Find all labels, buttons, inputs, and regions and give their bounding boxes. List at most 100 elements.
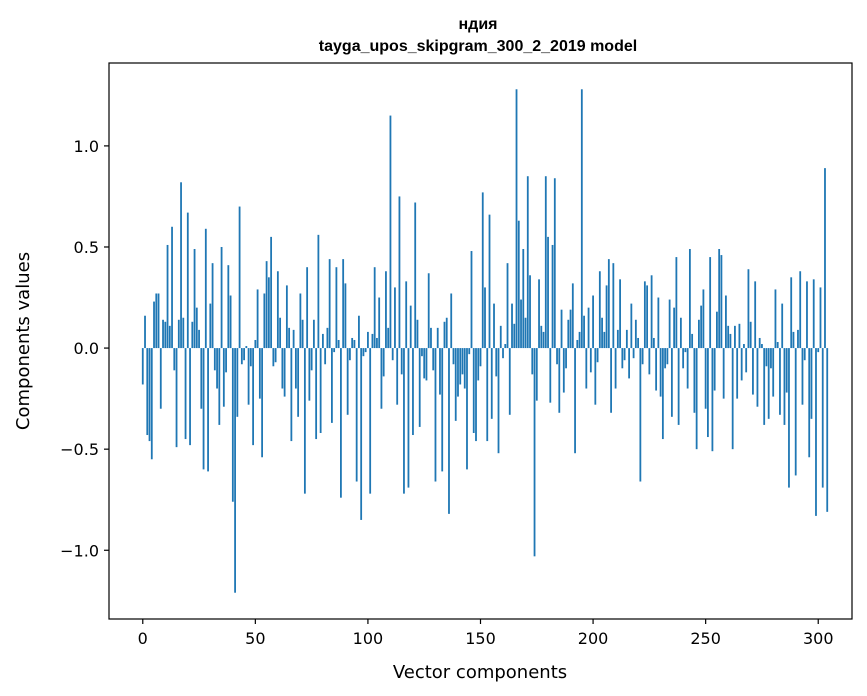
- bar: [495, 348, 498, 377]
- bar: [716, 311, 718, 349]
- bar: [418, 348, 421, 427]
- bar: [700, 305, 703, 349]
- bar: [385, 271, 387, 349]
- bar: [358, 315, 360, 349]
- bar: [234, 348, 236, 593]
- bar: [148, 348, 151, 442]
- bar: [254, 339, 257, 349]
- bar: [326, 327, 329, 349]
- bar: [569, 309, 572, 349]
- bar: [423, 348, 426, 379]
- bar: [153, 301, 155, 349]
- bar: [729, 333, 732, 349]
- bar: [792, 331, 795, 349]
- bar: [610, 348, 612, 413]
- bar: [245, 346, 248, 349]
- bar: [378, 297, 381, 349]
- bar: [150, 348, 153, 460]
- bar: [659, 348, 662, 397]
- bar: [652, 337, 655, 349]
- bar: [477, 348, 480, 381]
- bar: [421, 348, 423, 357]
- bar: [457, 348, 459, 397]
- bar: [661, 348, 664, 440]
- bar: [770, 348, 772, 369]
- bar: [362, 348, 365, 357]
- bar: [479, 348, 482, 367]
- y-tick-label: −0.5: [60, 440, 99, 459]
- bar: [702, 289, 705, 349]
- bar: [749, 321, 752, 349]
- bar: [493, 303, 495, 349]
- bar: [727, 325, 730, 349]
- bar: [394, 287, 396, 349]
- bar: [191, 321, 194, 349]
- bar: [308, 348, 311, 401]
- bar: [331, 348, 333, 423]
- bar: [754, 281, 757, 349]
- bar: [209, 303, 212, 349]
- x-axis-ticks: 0 50 100 150 200 250 300: [138, 619, 834, 648]
- bar: [707, 348, 709, 438]
- bar: [695, 348, 698, 450]
- bar: [267, 277, 270, 349]
- bar: [407, 348, 410, 488]
- bar: [301, 319, 304, 349]
- bar: [276, 271, 279, 349]
- bar: [306, 267, 309, 349]
- bar: [195, 307, 198, 349]
- bar: [513, 323, 516, 349]
- bar: [502, 348, 504, 359]
- bar: [353, 339, 356, 349]
- bar: [594, 348, 597, 405]
- bar: [758, 337, 761, 349]
- bar: [171, 226, 173, 349]
- bar: [412, 348, 414, 436]
- bar: [508, 348, 511, 415]
- bar: [258, 348, 261, 399]
- x-tick-label: 0: [138, 629, 148, 648]
- chart-title: ндия: [459, 16, 498, 33]
- bar: [263, 293, 266, 349]
- bar: [824, 168, 826, 349]
- bar: [585, 348, 588, 389]
- bar: [799, 271, 802, 349]
- bar: [531, 348, 534, 375]
- bar: [274, 348, 277, 363]
- bar: [535, 348, 538, 401]
- bar: [722, 348, 725, 399]
- bar: [711, 348, 714, 452]
- bar: [772, 348, 775, 397]
- bar: [655, 348, 658, 391]
- bar: [265, 261, 268, 349]
- bar: [522, 249, 525, 349]
- bar: [583, 315, 585, 349]
- bar: [391, 348, 394, 361]
- bar: [162, 319, 164, 349]
- bar: [452, 348, 455, 365]
- bar: [740, 348, 743, 381]
- bar: [472, 348, 475, 433]
- bar: [704, 348, 707, 409]
- bar: [481, 192, 484, 349]
- bar: [164, 321, 167, 349]
- bar: [718, 249, 721, 349]
- bar: [761, 344, 763, 349]
- bar: [430, 327, 432, 349]
- bar: [686, 348, 689, 389]
- bar: [603, 331, 606, 349]
- bar: [272, 348, 275, 367]
- x-tick-label: 50: [245, 629, 265, 648]
- bar: [186, 212, 189, 349]
- bar: [488, 214, 491, 349]
- bar: [371, 333, 374, 349]
- bar: [475, 348, 477, 442]
- bar: [698, 319, 700, 349]
- bar: [486, 348, 489, 442]
- bar: [441, 348, 444, 472]
- bar: [297, 348, 300, 417]
- bar: [227, 265, 230, 349]
- bar: [157, 293, 160, 349]
- bar: [470, 251, 473, 349]
